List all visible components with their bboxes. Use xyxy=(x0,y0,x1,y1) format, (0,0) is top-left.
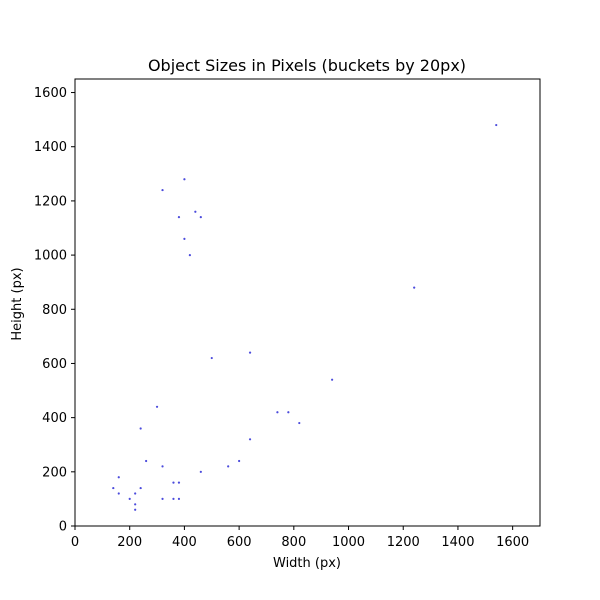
plot-area xyxy=(74,78,541,527)
data-point xyxy=(134,503,137,506)
data-point xyxy=(117,476,120,479)
data-point xyxy=(139,427,142,430)
y-tick-label: 0 xyxy=(59,520,67,535)
data-point xyxy=(413,286,416,289)
y-tick-label: 1000 xyxy=(34,249,67,264)
data-point xyxy=(155,405,159,408)
x-tick-label: 400 xyxy=(172,535,197,550)
data-point xyxy=(117,492,120,495)
data-point xyxy=(134,492,137,495)
x-axis-label: Width (px) xyxy=(273,556,341,571)
x-tick-label: 1000 xyxy=(332,535,365,550)
y-axis-ticks: 0 200 400 600 800 1000 1200 1400 1600 xyxy=(34,86,75,535)
data-point xyxy=(177,216,181,219)
data-point xyxy=(172,481,175,484)
y-tick-label: 1200 xyxy=(34,194,67,209)
data-point xyxy=(210,356,213,360)
x-axis-ticks: 0 200 400 600 800 1000 1200 1400 1600 xyxy=(71,526,529,550)
plot-frame xyxy=(74,78,541,527)
x-tick-label: 1600 xyxy=(496,535,529,550)
x-tick-label: 600 xyxy=(227,535,252,550)
data-point xyxy=(199,216,202,219)
data-point xyxy=(139,486,142,490)
data-point xyxy=(248,438,252,441)
y-tick-label: 1400 xyxy=(34,140,67,155)
data-point xyxy=(276,411,279,414)
data-point xyxy=(194,210,197,213)
x-tick-label: 0 xyxy=(71,535,79,550)
data-point xyxy=(188,253,191,257)
x-tick-label: 200 xyxy=(117,535,142,550)
data-point xyxy=(183,178,186,181)
chart-title: Object Sizes in Pixels (buckets by 20px) xyxy=(148,56,466,75)
x-tick-label: 1200 xyxy=(387,535,420,550)
data-point xyxy=(177,481,181,484)
y-tick-label: 400 xyxy=(42,411,67,426)
data-point xyxy=(331,378,334,381)
data-point xyxy=(112,486,115,490)
data-point xyxy=(172,497,175,501)
y-tick-label: 800 xyxy=(42,303,67,318)
data-point xyxy=(128,497,131,501)
y-tick-label: 600 xyxy=(42,357,67,372)
data-point xyxy=(248,351,252,354)
data-point xyxy=(161,497,164,501)
y-axis-label: Height (px) xyxy=(10,267,25,340)
data-point xyxy=(134,508,137,511)
data-point xyxy=(287,411,290,414)
y-tick-label: 200 xyxy=(42,465,67,480)
data-point xyxy=(177,497,181,501)
data-point xyxy=(238,459,241,463)
data-point xyxy=(199,470,202,473)
x-tick-label: 1400 xyxy=(441,535,474,550)
x-tick-label: 800 xyxy=(281,535,306,550)
data-point xyxy=(298,421,301,425)
data-point xyxy=(161,465,164,468)
data-point xyxy=(183,237,186,240)
data-point xyxy=(495,123,498,127)
data-point xyxy=(161,188,164,192)
y-tick-label: 1600 xyxy=(34,86,67,101)
data-points xyxy=(112,123,498,511)
data-point xyxy=(145,459,148,463)
data-point xyxy=(227,465,230,468)
